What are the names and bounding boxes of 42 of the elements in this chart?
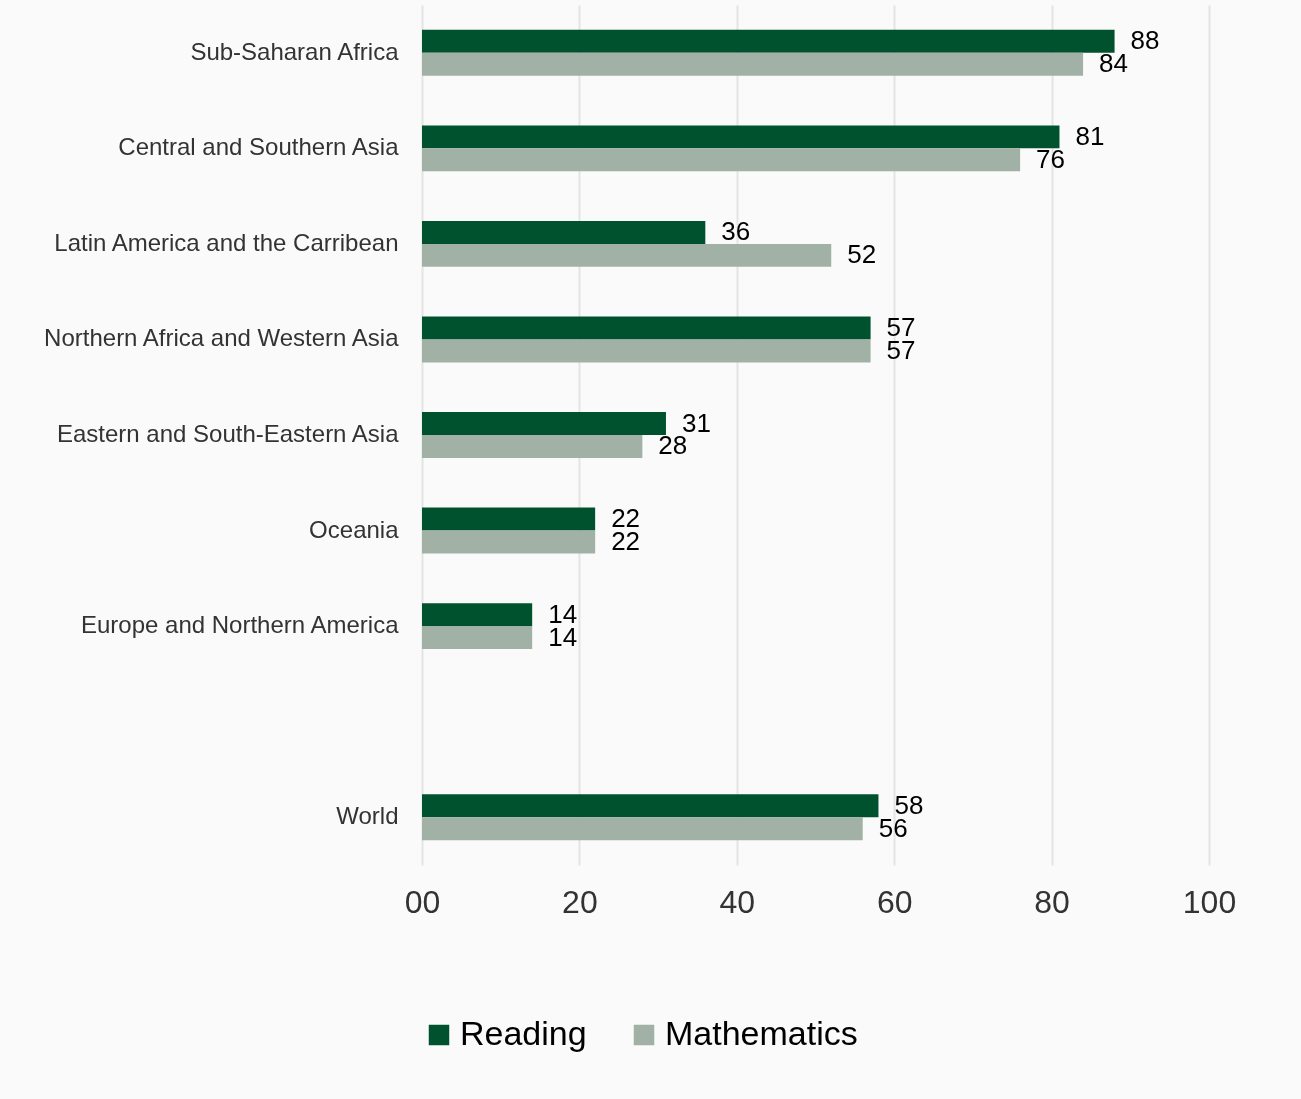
x-tick-label: 100 (1182, 883, 1237, 920)
bar (422, 507, 596, 531)
bar (422, 52, 1084, 76)
y-tick-label: Northern Africa and Western Asia (44, 324, 400, 352)
x-tick-label: 00 (404, 883, 441, 920)
x-tick-label: 80 (1034, 883, 1070, 920)
bar (422, 794, 879, 818)
y-tick-label: Central and Southern Asia (118, 133, 400, 161)
bar (422, 603, 533, 627)
bar (422, 412, 666, 435)
y-tick-label: World (336, 802, 399, 830)
legend-label: Mathematics (665, 1014, 858, 1052)
y-tick-label: Sub-Saharan Africa (190, 37, 400, 65)
data-label: 76 (1036, 143, 1066, 174)
y-tick-label: Oceania (309, 515, 400, 543)
bar (422, 316, 871, 340)
x-tick-label: 20 (562, 883, 598, 920)
bar (422, 220, 706, 244)
y-tick-label: Latin America and the Carribean (54, 228, 399, 256)
bar (422, 530, 596, 554)
data-label: 58 (894, 789, 924, 820)
data-label: 57 (886, 311, 916, 342)
bar (422, 435, 643, 458)
data-label: 22 (611, 526, 641, 557)
bar (422, 339, 871, 363)
data-label: 36 (721, 216, 751, 247)
bar (422, 817, 863, 841)
legend-label: Reading (460, 1014, 587, 1052)
bar (422, 626, 533, 650)
bar (422, 125, 1060, 149)
x-tick-label: 60 (876, 883, 913, 920)
data-label: 81 (1075, 120, 1105, 151)
bar (422, 243, 832, 267)
x-tick-label: 40 (719, 883, 756, 920)
data-label: 84 (1099, 48, 1128, 79)
bar (422, 148, 1021, 172)
data-label: 52 (847, 239, 877, 270)
y-tick-label: Europe and Northern America (80, 611, 400, 639)
data-label: 88 (1130, 25, 1160, 56)
data-label: 14 (548, 598, 578, 629)
bar (422, 29, 1115, 53)
y-tick-label: Eastern and South-Eastern Asia (56, 420, 400, 447)
